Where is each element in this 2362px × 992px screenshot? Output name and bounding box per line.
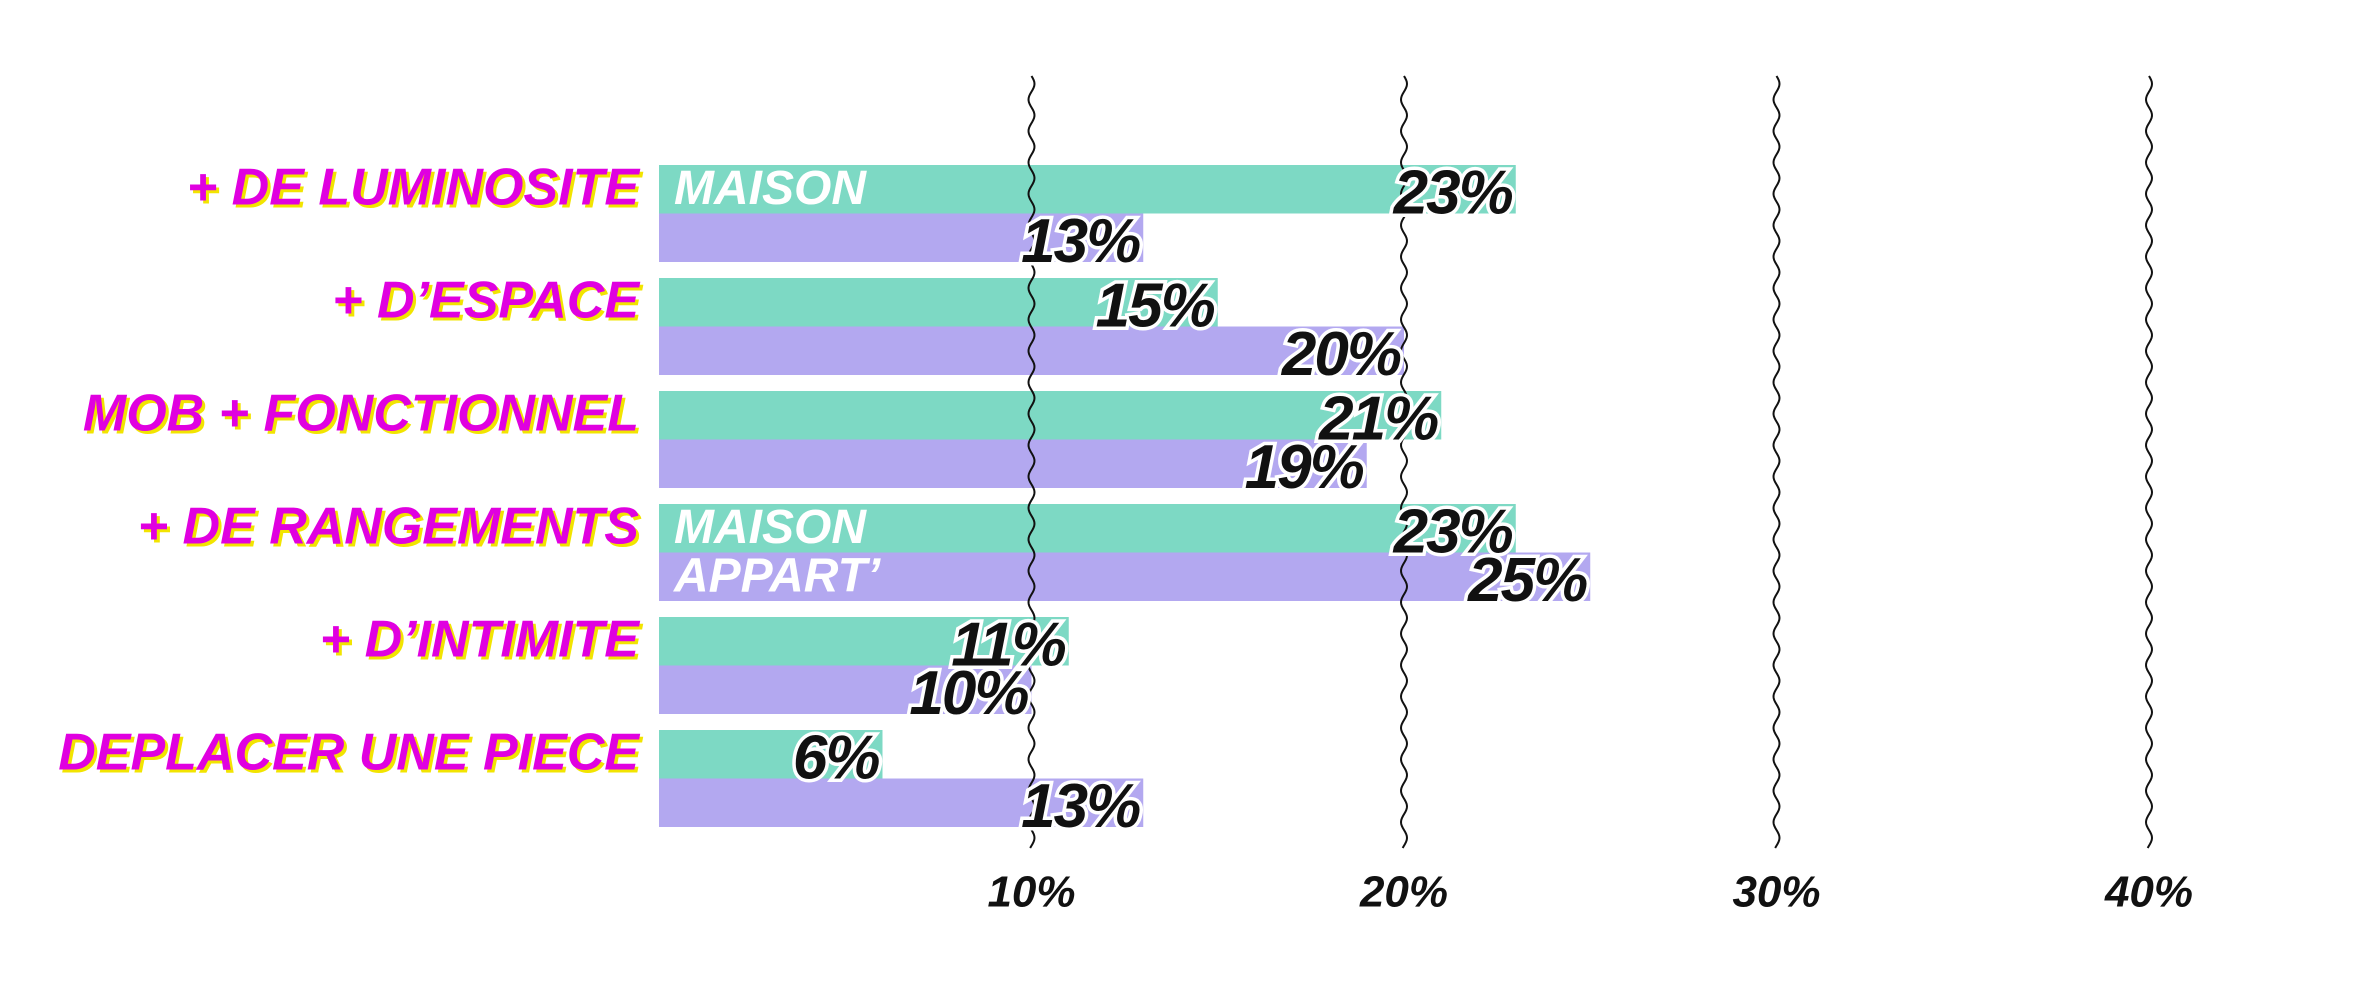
value-label: 13% xyxy=(1021,772,1140,841)
x-tick-label: 10% xyxy=(987,868,1075,917)
value-label: 10% xyxy=(909,659,1028,728)
value-label: 13% xyxy=(1021,207,1140,276)
bar xyxy=(659,326,1404,375)
legend-label: MAISON xyxy=(674,501,867,554)
value-label: 11% xyxy=(951,611,1065,680)
value-label: 6% xyxy=(793,724,879,793)
bar xyxy=(659,504,1516,553)
bar xyxy=(659,213,1144,262)
bar xyxy=(659,391,1442,440)
value-label: 19% xyxy=(1245,433,1364,502)
bar xyxy=(659,778,1144,827)
bar xyxy=(659,278,1218,327)
bar xyxy=(659,165,1516,214)
value-label: 20% xyxy=(1281,320,1401,389)
bar xyxy=(659,439,1367,488)
legend-label: MAISON xyxy=(674,162,867,215)
x-tick-label: 20% xyxy=(1359,868,1448,917)
bar xyxy=(659,730,883,779)
value-label: 15% xyxy=(1096,272,1215,341)
category-label: + D’INTIMITE xyxy=(320,611,641,669)
category-label: + DE LUMINOSITE xyxy=(187,159,640,217)
value-label: 25% xyxy=(1467,546,1587,615)
value-label: 21% xyxy=(1318,385,1438,454)
category-label: DEPLACER UNE PIECE xyxy=(58,724,640,782)
grid-line xyxy=(1772,75,1781,849)
x-tick-label: 30% xyxy=(1732,868,1820,917)
grid-line xyxy=(1027,75,1036,849)
value-label: 23% xyxy=(1393,159,1513,228)
category-label: MOB + FONCTIONNEL xyxy=(83,385,639,443)
x-tick-label: 40% xyxy=(2104,868,2193,917)
bar xyxy=(659,617,1069,666)
bar xyxy=(659,665,1032,714)
category-label: + DE RANGEMENTS xyxy=(138,498,640,556)
category-label: + D’ESPACE xyxy=(332,272,640,330)
grid-line xyxy=(1399,75,1409,849)
grid-line xyxy=(2144,75,2154,849)
value-label: 23% xyxy=(1393,498,1513,567)
bar xyxy=(659,552,1591,601)
legend-label: APPART’ xyxy=(673,549,881,602)
